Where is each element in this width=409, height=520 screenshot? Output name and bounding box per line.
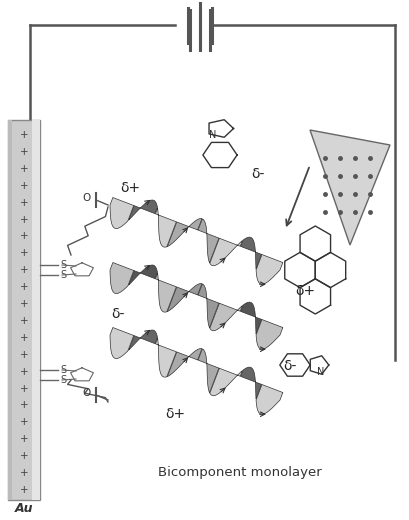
Polygon shape — [240, 367, 261, 399]
Polygon shape — [167, 218, 202, 246]
Text: +: + — [20, 147, 28, 157]
Polygon shape — [240, 302, 261, 334]
Text: S: S — [60, 270, 66, 280]
Polygon shape — [198, 349, 219, 393]
Polygon shape — [210, 303, 243, 331]
Polygon shape — [210, 238, 243, 266]
Text: +: + — [20, 333, 28, 343]
Text: δ+: δ+ — [295, 284, 315, 298]
Text: +: + — [20, 282, 28, 292]
Text: S: S — [60, 365, 66, 375]
Text: δ+: δ+ — [165, 407, 185, 421]
Text: +: + — [20, 215, 28, 225]
Text: +: + — [20, 451, 28, 461]
Polygon shape — [198, 219, 219, 263]
Polygon shape — [310, 130, 390, 245]
Polygon shape — [128, 200, 157, 220]
Polygon shape — [110, 198, 134, 229]
Text: +: + — [20, 231, 28, 241]
Polygon shape — [167, 348, 202, 376]
Text: δ+: δ+ — [120, 181, 140, 195]
Text: +: + — [20, 418, 28, 427]
Polygon shape — [240, 237, 261, 269]
Text: O: O — [82, 388, 90, 398]
Text: O: O — [82, 193, 90, 203]
Polygon shape — [155, 274, 176, 312]
Text: +: + — [20, 485, 28, 495]
Text: +: + — [20, 384, 28, 394]
Text: +: + — [20, 316, 28, 326]
Text: N: N — [209, 129, 216, 140]
Polygon shape — [210, 368, 243, 396]
Text: +: + — [20, 468, 28, 478]
Text: +: + — [20, 367, 28, 376]
Polygon shape — [155, 209, 176, 247]
Polygon shape — [128, 330, 157, 350]
Text: δ-: δ- — [283, 359, 297, 373]
Text: S: S — [60, 375, 66, 385]
Text: +: + — [20, 400, 28, 410]
Text: Bicomponent monolayer: Bicomponent monolayer — [158, 465, 322, 478]
Polygon shape — [256, 320, 283, 349]
Text: +: + — [20, 350, 28, 360]
Text: +: + — [20, 198, 28, 207]
Polygon shape — [128, 265, 157, 285]
Polygon shape — [110, 263, 134, 294]
Text: S: S — [60, 260, 66, 270]
Text: N: N — [317, 367, 324, 377]
Text: +: + — [20, 249, 28, 258]
Text: +: + — [20, 265, 28, 275]
Polygon shape — [256, 255, 283, 284]
Text: δ-: δ- — [251, 167, 265, 181]
Polygon shape — [110, 328, 134, 359]
Text: +: + — [20, 130, 28, 140]
Text: +: + — [20, 299, 28, 309]
Polygon shape — [256, 385, 283, 414]
Text: +: + — [20, 434, 28, 444]
Polygon shape — [155, 339, 176, 377]
Polygon shape — [167, 283, 202, 311]
Text: δ-: δ- — [111, 307, 125, 321]
Polygon shape — [198, 284, 219, 328]
Bar — [8, 120, 40, 500]
Text: Au: Au — [15, 501, 33, 514]
Bar — [32, 120, 40, 500]
Text: +: + — [20, 164, 28, 174]
Text: +: + — [20, 181, 28, 191]
Bar — [8, 120, 12, 500]
